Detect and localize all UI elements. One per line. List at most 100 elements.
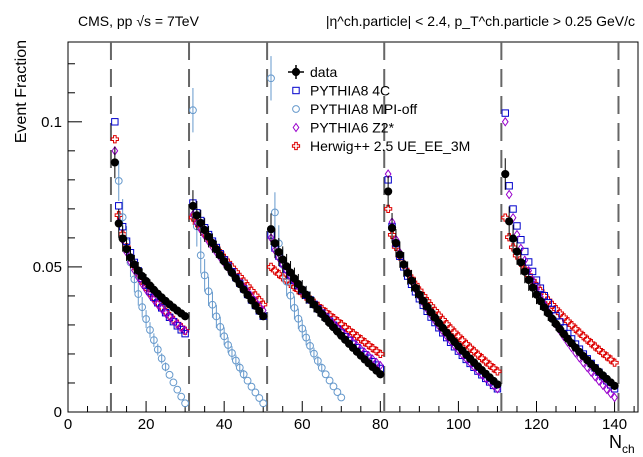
legend-entry: Herwig++ 2.5 UE_EE_3M [291, 138, 470, 154]
data-point [294, 314, 303, 323]
data-point [110, 158, 119, 167]
legend-entry: PYTHIA8 4C [292, 83, 390, 99]
data-point [204, 287, 213, 296]
data-point [177, 322, 185, 333]
data-point [196, 251, 205, 260]
data-point [278, 273, 287, 282]
data-point [384, 187, 393, 196]
data-point [114, 176, 123, 185]
legend-label: PYTHIA8 4C [310, 83, 390, 99]
data-point [115, 202, 123, 210]
data-point [364, 340, 373, 350]
data-point [512, 247, 522, 256]
plot-frame [67, 41, 639, 413]
data-point [239, 370, 248, 379]
x-tick-label: 40 [216, 416, 233, 433]
data-point [146, 326, 154, 334]
data-point [508, 234, 518, 243]
data-point [247, 382, 256, 391]
data-point [154, 299, 162, 310]
data-point [235, 279, 244, 289]
data-point [509, 205, 517, 213]
data-point [524, 275, 533, 285]
data-point [138, 303, 147, 312]
data-point [146, 290, 154, 300]
data-point [126, 253, 135, 262]
data-point [524, 258, 533, 266]
data-point [528, 283, 537, 292]
data-point [458, 336, 467, 345]
data-point [181, 329, 189, 338]
data-point [220, 332, 229, 341]
data-point [153, 345, 162, 354]
data-point [376, 349, 385, 359]
data-point [200, 271, 209, 280]
data-point [188, 201, 198, 211]
y-tick-label: 0 [54, 404, 62, 421]
data-point [270, 266, 280, 275]
data-point [181, 399, 190, 408]
data-point [162, 308, 170, 318]
legend-marker [291, 141, 301, 151]
data-point [224, 341, 232, 349]
x-tick-label: 80 [372, 416, 389, 433]
data-point [177, 392, 186, 401]
data-point [540, 292, 549, 300]
data-point [348, 329, 358, 338]
data-point [298, 324, 307, 333]
data-point [247, 296, 256, 305]
data-point [170, 315, 177, 326]
data-point [204, 232, 213, 241]
data-point [239, 285, 248, 294]
data-point [173, 322, 182, 330]
data-point [118, 234, 127, 243]
data-point [177, 326, 185, 334]
data-point [513, 222, 521, 230]
data-point [610, 381, 619, 390]
data-point [216, 322, 225, 331]
data-point [192, 211, 201, 220]
data-point [575, 328, 584, 337]
data-point [360, 338, 369, 347]
data-point [181, 325, 189, 336]
data-point [505, 189, 513, 200]
data-point [208, 300, 217, 309]
data-point [454, 332, 463, 341]
data-point [302, 333, 311, 342]
data-point [610, 358, 619, 367]
data-point [567, 321, 576, 330]
legend-label: PYTHIA8 MPI-off [310, 101, 417, 117]
data-point [606, 355, 615, 364]
data-point [173, 319, 181, 329]
data-point [579, 332, 588, 341]
data-point [200, 225, 209, 235]
legend-marker [292, 122, 300, 133]
data-point [271, 208, 279, 217]
data-point [344, 326, 354, 335]
data-point [341, 323, 350, 332]
data-point [267, 74, 275, 83]
data-point [251, 388, 260, 397]
data-point [395, 250, 404, 259]
data-point [333, 388, 342, 396]
series-0 [110, 146, 619, 390]
x-tick-label: 140 [602, 416, 627, 433]
data-point [118, 213, 127, 222]
data-point [571, 324, 580, 333]
data-point [266, 262, 276, 272]
data-point [587, 339, 596, 348]
series-4 [110, 135, 619, 376]
data-point [337, 320, 346, 329]
data-point [111, 118, 119, 126]
data-point [583, 335, 592, 344]
x-tick-label: 100 [446, 416, 471, 433]
y-axis-label: Event Fraction [13, 40, 30, 143]
header-right: |η^ch.particle| < 2.4, p_T^ch.particle >… [326, 13, 635, 29]
data-point [274, 247, 283, 257]
data-point [122, 245, 131, 254]
data-point [532, 290, 541, 299]
data-point [173, 385, 182, 394]
data-point [227, 268, 237, 277]
data-point [368, 343, 377, 353]
data-point [317, 363, 326, 372]
